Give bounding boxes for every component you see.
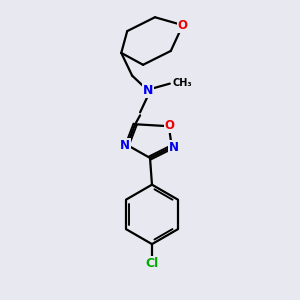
Text: Cl: Cl bbox=[146, 257, 159, 270]
Text: O: O bbox=[165, 119, 175, 132]
Text: N: N bbox=[169, 140, 179, 154]
Text: N: N bbox=[120, 139, 130, 152]
Text: CH₃: CH₃ bbox=[173, 78, 192, 88]
Text: O: O bbox=[178, 19, 188, 32]
Text: N: N bbox=[143, 84, 153, 97]
